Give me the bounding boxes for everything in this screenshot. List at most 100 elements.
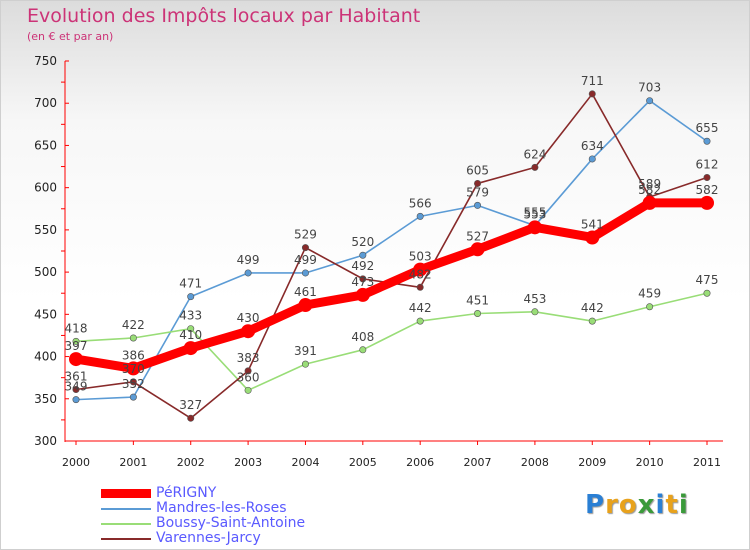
data-point — [298, 298, 313, 313]
data-point — [642, 195, 657, 210]
data-point — [129, 334, 137, 342]
y-tick-label: 650 — [34, 138, 57, 152]
y-tick-label: 400 — [34, 350, 57, 364]
x-tick-label: 2005 — [349, 456, 377, 469]
data-point — [72, 396, 80, 404]
data-label: 453 — [523, 292, 546, 306]
brand-letter: P — [585, 490, 606, 520]
data-label: 433 — [179, 309, 202, 323]
y-tick-label: 300 — [34, 434, 57, 448]
data-point — [244, 367, 252, 375]
data-point — [646, 303, 654, 311]
data-label: 541 — [581, 217, 604, 231]
brand-letter: x — [637, 490, 656, 520]
data-label: 410 — [179, 328, 202, 342]
y-tick-label: 450 — [34, 307, 57, 321]
y-tick-label: 700 — [34, 96, 57, 110]
data-label: 475 — [696, 273, 719, 287]
data-point — [244, 269, 252, 277]
data-point — [703, 174, 711, 182]
x-tick-label: 2003 — [234, 456, 262, 469]
data-label: 579 — [466, 185, 489, 199]
legend-swatch — [101, 489, 151, 498]
data-point — [474, 179, 482, 187]
data-label: 655 — [696, 121, 719, 135]
data-point — [72, 337, 80, 345]
data-label: 582 — [696, 183, 719, 197]
chart-title: Evolution des Impôts locaux par Habitant — [27, 5, 421, 27]
chart-subtitle: (en € et par an) — [27, 30, 114, 43]
line-chart: 300 350 400 450 500 550 600 650 700 750 2000 2001 20… — [34, 54, 723, 469]
data-point — [355, 287, 370, 302]
brand-letter: o — [618, 490, 638, 520]
data-point — [187, 325, 195, 333]
data-point — [416, 317, 424, 325]
x-tick-label: 2010 — [636, 456, 664, 469]
data-point — [470, 242, 485, 257]
data-label: 349 — [65, 380, 88, 394]
data-point — [588, 317, 596, 325]
data-label: 422 — [122, 318, 145, 332]
data-point — [129, 393, 137, 401]
data-label: 327 — [179, 398, 202, 412]
data-point — [531, 163, 539, 171]
data-label: 451 — [466, 293, 489, 307]
data-label: 566 — [409, 196, 432, 210]
data-label: 582 — [638, 183, 661, 197]
brand-letter: r — [605, 490, 619, 520]
data-label: 612 — [696, 158, 719, 172]
data-point — [69, 352, 83, 367]
data-label: 553 — [523, 207, 546, 221]
brand-letter: i — [678, 490, 689, 520]
data-label: 397 — [65, 339, 88, 353]
data-point — [359, 251, 367, 259]
brand-logo: Proxiti — [585, 490, 689, 520]
data-label: 492 — [351, 259, 374, 273]
x-tick-label: 2011 — [693, 456, 721, 469]
data-point — [531, 308, 539, 316]
data-label: 471 — [179, 277, 202, 291]
data-label: 442 — [581, 301, 604, 315]
data-label: 711 — [581, 74, 604, 88]
data-label: 473 — [351, 275, 374, 289]
data-point — [416, 212, 424, 220]
data-point — [187, 293, 195, 301]
data-point — [646, 97, 654, 105]
data-label: 361 — [65, 369, 88, 383]
data-point — [183, 341, 198, 356]
data-label: 461 — [294, 285, 317, 299]
data-label: 605 — [466, 163, 489, 177]
data-point — [588, 155, 596, 163]
data-point — [700, 195, 714, 210]
data-label: 383 — [237, 351, 260, 365]
data-label: 589 — [638, 177, 661, 191]
data-point — [359, 275, 367, 283]
data-point — [241, 324, 256, 339]
data-label: 459 — [638, 287, 661, 301]
data-point — [588, 90, 596, 98]
x-tick-label: 2008 — [521, 456, 549, 469]
data-label: 499 — [294, 253, 317, 267]
legend-label: Boussy-Saint-Antoine — [156, 515, 306, 531]
series-line — [71, 198, 712, 373]
data-point — [527, 220, 542, 235]
data-point — [474, 309, 482, 317]
x-tick-label: 2006 — [406, 456, 434, 469]
data-point — [416, 283, 424, 291]
data-label: 520 — [351, 235, 374, 249]
data-label: 442 — [409, 301, 432, 315]
data-point — [413, 262, 428, 277]
data-point — [244, 386, 252, 394]
data-label: 352 — [122, 377, 145, 391]
x-tick-label: 2002 — [177, 456, 205, 469]
data-label: 527 — [466, 229, 489, 243]
data-label: 408 — [351, 330, 374, 344]
legend-label: Varennes-Jarcy — [156, 530, 261, 546]
data-point — [301, 269, 309, 277]
data-label: 624 — [523, 147, 546, 161]
y-tick-label: 600 — [34, 181, 57, 195]
data-label: 430 — [237, 311, 260, 325]
data-point — [585, 230, 600, 245]
x-tick-label: 2004 — [291, 456, 319, 469]
